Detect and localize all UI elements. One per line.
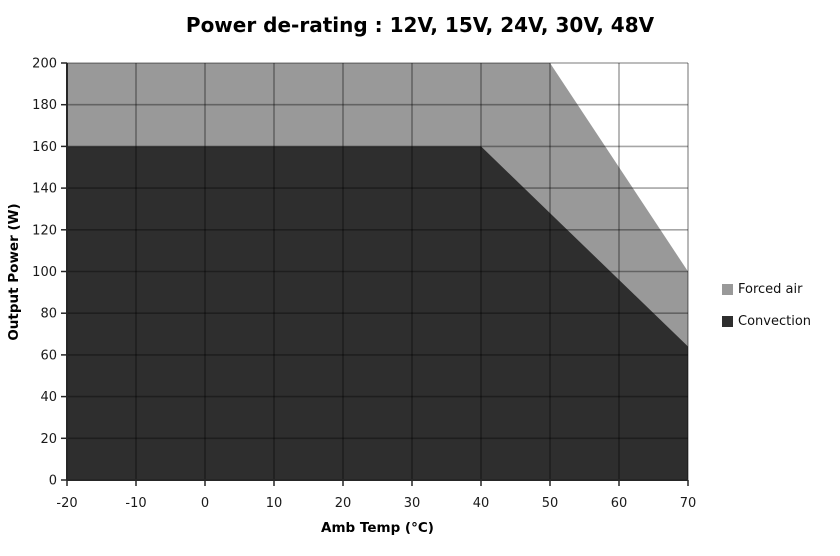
- legend-label-convection: Convection: [738, 314, 812, 329]
- legend: Forced air Convection: [722, 282, 811, 329]
- legend-item-forced-air: Forced air: [722, 282, 811, 297]
- x-tick-label: 30: [404, 496, 421, 511]
- y-tick-label: 40: [40, 390, 57, 405]
- x-tick-label: -10: [125, 496, 146, 511]
- forced-air-swatch-icon: [722, 284, 733, 295]
- x-tick-label: 10: [266, 496, 283, 511]
- x-tick-label: 40: [473, 496, 490, 511]
- x-axis-title: Amb Temp (°C): [321, 520, 434, 536]
- x-tick-label: 50: [542, 496, 559, 511]
- y-tick-label: 120: [32, 223, 57, 238]
- y-axis-title: Output Power (W): [6, 203, 22, 341]
- y-tick-label: 180: [32, 98, 57, 113]
- x-tick-label: -20: [56, 496, 77, 511]
- y-tick-label: 140: [32, 182, 57, 197]
- y-tick-label: 60: [40, 348, 57, 363]
- x-tick-label: 60: [611, 496, 628, 511]
- y-tick-label: 80: [40, 307, 57, 322]
- x-tick-label: 70: [680, 496, 697, 511]
- x-tick-label: 0: [201, 496, 209, 511]
- y-tick-label: 100: [32, 265, 57, 280]
- chart-title: Power de-rating : 12V, 15V, 24V, 30V, 48…: [185, 13, 655, 37]
- y-tick-label: 20: [40, 432, 57, 447]
- y-tick-label: 0: [49, 474, 57, 489]
- y-tick-label: 200: [32, 57, 57, 72]
- legend-item-convection: Convection: [722, 314, 811, 329]
- legend-label-forced-air: Forced air: [738, 282, 803, 297]
- x-tick-label: 20: [335, 496, 352, 511]
- area-convection: [67, 146, 688, 480]
- y-tick-label: 160: [32, 140, 57, 155]
- convection-swatch-icon: [722, 316, 733, 327]
